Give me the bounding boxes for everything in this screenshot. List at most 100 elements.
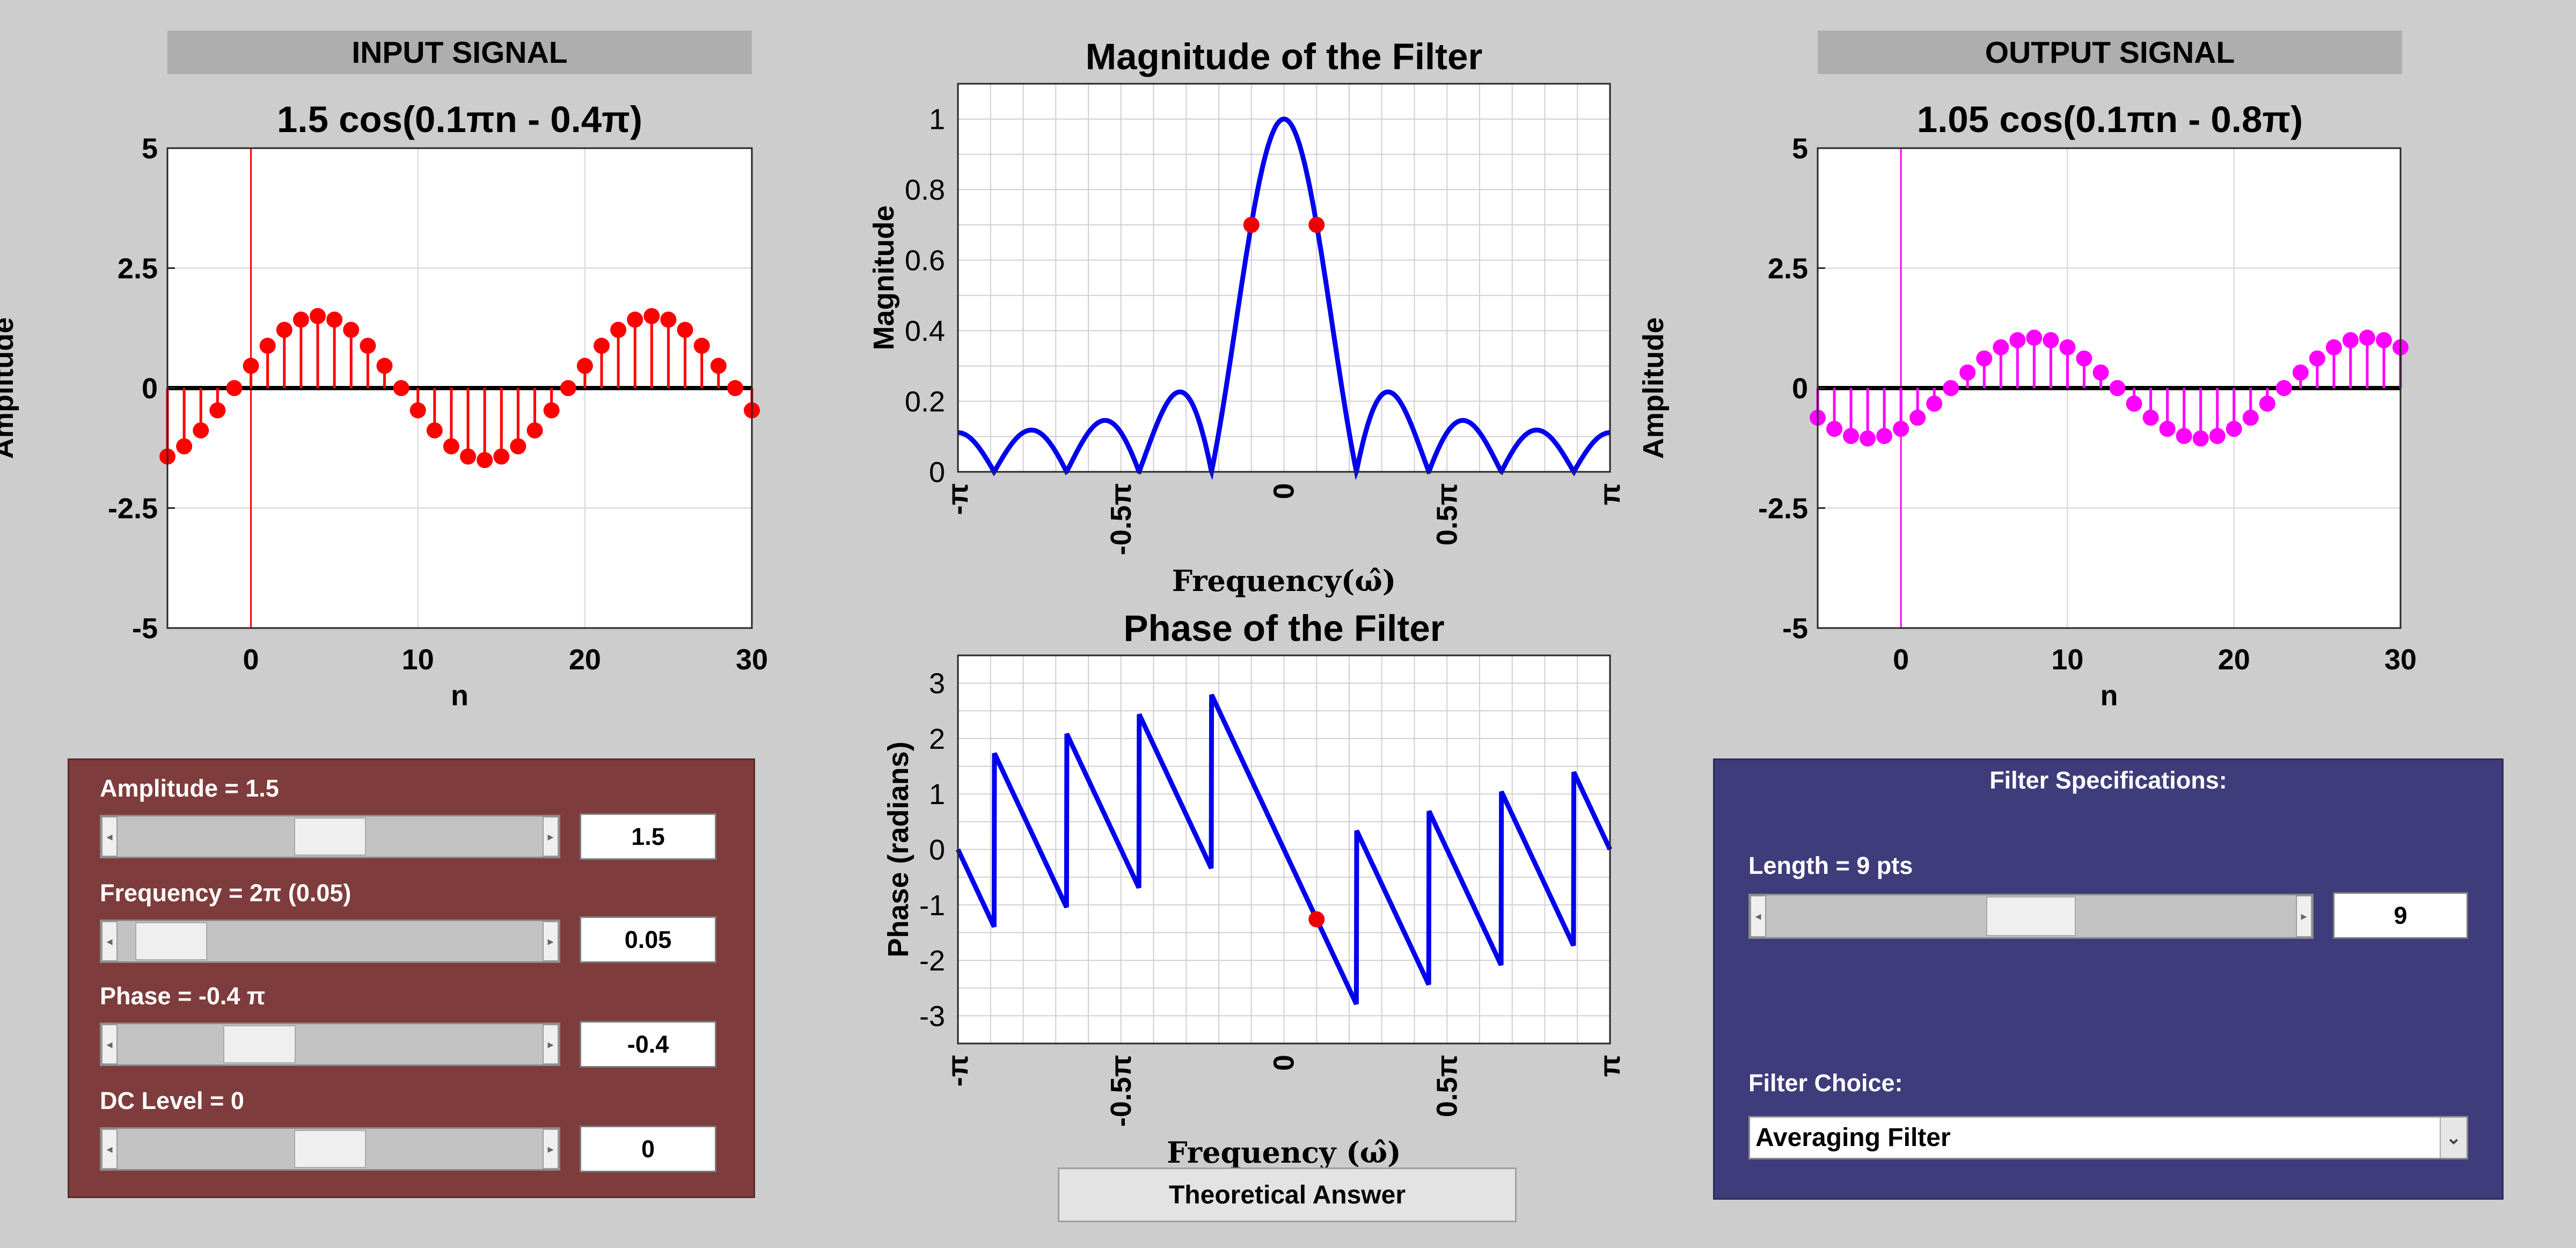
slider-right-arrow-icon[interactable]: ▸ (543, 1129, 559, 1169)
amplitude-input[interactable]: 1.5 (580, 813, 716, 860)
x-axis-label: n (451, 680, 469, 712)
plot-frame (1817, 147, 2402, 629)
x-tick-label: -0.5π (1105, 483, 1137, 555)
y-tick-label: 5 (142, 133, 158, 165)
stem-marker (443, 438, 459, 455)
x-tick-label: 0 (1268, 1055, 1300, 1071)
y-tick-label: 0.2 (905, 386, 945, 418)
y-axis-label: Magnitude (868, 206, 900, 351)
stem-marker (393, 380, 409, 396)
phase-curve (955, 694, 1613, 1005)
y-tick-label: -5 (132, 612, 158, 645)
stem-marker (409, 402, 426, 419)
x-tick-label: -π (942, 1055, 974, 1086)
slider-left-arrow-icon[interactable]: ◂ (101, 921, 118, 961)
stem-marker (1826, 420, 1843, 437)
dc-level-slider-thumb[interactable] (294, 1130, 367, 1168)
y-tick-label: -1 (919, 889, 945, 922)
filter-length-label: Length = 9 pts (1748, 852, 1913, 879)
y-tick-label: 5 (1792, 133, 1808, 165)
frequency-slider[interactable]: ◂ ▸ (100, 919, 560, 963)
frequency-label: Frequency = 2π (0.05) (100, 879, 352, 907)
plot-area (1818, 148, 2401, 628)
phase-label: Phase = -0.4 π (100, 982, 266, 1010)
chevron-down-icon[interactable]: ⌄ (2440, 1118, 2467, 1158)
slider-right-arrow-icon[interactable]: ▸ (2296, 895, 2312, 937)
y-tick-label: 2.5 (1768, 253, 1808, 285)
frequency-slider-thumb[interactable] (135, 922, 208, 960)
x-tick-label: 10 (402, 644, 434, 676)
y-tick-label: -3 (919, 1000, 945, 1032)
theoretical-answer-button[interactable]: Theoretical Answer (1058, 1167, 1517, 1222)
phase-slider-thumb[interactable] (223, 1025, 296, 1063)
phase-input[interactable]: -0.4 (580, 1021, 716, 1068)
x-axis-label: Frequency(ω̂) (1172, 564, 1396, 598)
stem-marker (2242, 410, 2259, 426)
dc-level-input[interactable]: 0 (580, 1126, 716, 1172)
slider-right-arrow-icon[interactable]: ▸ (543, 921, 559, 961)
stem-marker (326, 311, 343, 328)
stem-marker (343, 322, 360, 338)
filter-spec-heading: Filter Specifications: (1989, 767, 2227, 794)
stem-marker (627, 311, 643, 328)
stem-marker (243, 357, 259, 374)
y-tick-label: 0.6 (905, 245, 945, 277)
y-tick-label: 0.8 (905, 174, 945, 206)
stem-marker (1943, 380, 1959, 396)
y-tick-label: 1 (929, 104, 945, 136)
stem-marker (2126, 396, 2142, 412)
filter-length-slider-thumb[interactable] (1986, 896, 2076, 936)
slider-left-arrow-icon[interactable]: ◂ (101, 1129, 118, 1169)
stem-marker (2226, 420, 2242, 437)
x-tick-label: π (1594, 1055, 1626, 1077)
amplitude-slider-thumb[interactable] (294, 818, 367, 856)
y-tick-label: 0 (1792, 373, 1808, 405)
amplitude-slider[interactable]: ◂ ▸ (100, 815, 560, 858)
y-tick-label: 2.5 (118, 253, 158, 285)
stem-marker (710, 357, 727, 374)
stem-marker (2092, 364, 2109, 381)
stem-marker (526, 422, 543, 439)
stem-marker (2009, 332, 2026, 348)
x-tick-label: 20 (2218, 644, 2250, 676)
y-tick-label: -2.5 (1758, 493, 1808, 525)
y-tick-label: 0 (142, 373, 158, 405)
frequency-input[interactable]: 0.05 (580, 916, 716, 963)
stem-marker (2192, 430, 2209, 447)
stem-marker (2309, 350, 2325, 367)
slider-right-arrow-icon[interactable]: ▸ (543, 816, 559, 857)
plot-frame (957, 83, 1611, 473)
stem-marker (593, 338, 610, 354)
filter-choice-dropdown[interactable]: Averaging Filter ⌄ (1748, 1116, 2468, 1159)
slider-left-arrow-icon[interactable]: ◂ (101, 1024, 118, 1064)
stem-marker (660, 311, 677, 328)
x-tick-label: π (1594, 483, 1626, 505)
slider-left-arrow-icon[interactable]: ◂ (1750, 895, 1766, 937)
x-tick-label: 0 (243, 644, 259, 676)
y-axis-label: Phase (radians) (882, 741, 914, 957)
y-tick-label: 2 (929, 723, 945, 755)
filter-choice-label: Filter Choice: (1748, 1069, 1903, 1097)
stem-marker (576, 357, 593, 374)
slider-right-arrow-icon[interactable]: ▸ (543, 1024, 559, 1064)
stem-marker (276, 322, 292, 338)
stem-marker (2176, 428, 2192, 444)
magnitude-plot-title: Magnitude of the Filter (1085, 36, 1483, 77)
dc-level-slider[interactable]: ◂ ▸ (100, 1127, 560, 1171)
stem-marker (744, 402, 760, 419)
stem-marker (376, 357, 393, 374)
y-tick-label: 0.4 (905, 315, 945, 347)
slider-left-arrow-icon[interactable]: ◂ (101, 816, 118, 857)
y-tick-label: 0 (929, 834, 945, 866)
phase-slider[interactable]: ◂ ▸ (100, 1023, 560, 1066)
y-axis-label: Amplitude (0, 317, 19, 459)
stem-marker (292, 311, 309, 328)
filter-length-slider[interactable]: ◂ ▸ (1748, 894, 2314, 939)
filter-length-input[interactable]: 9 (2333, 892, 2468, 939)
x-tick-label: 0.5π (1431, 483, 1463, 545)
x-tick-label: 0 (1893, 644, 1909, 676)
stem-marker (460, 448, 477, 465)
plot-area (167, 148, 752, 628)
input-plot-title: 1.5 cos(0.1πn - 0.4π) (277, 99, 642, 140)
stem-marker (2292, 364, 2309, 381)
